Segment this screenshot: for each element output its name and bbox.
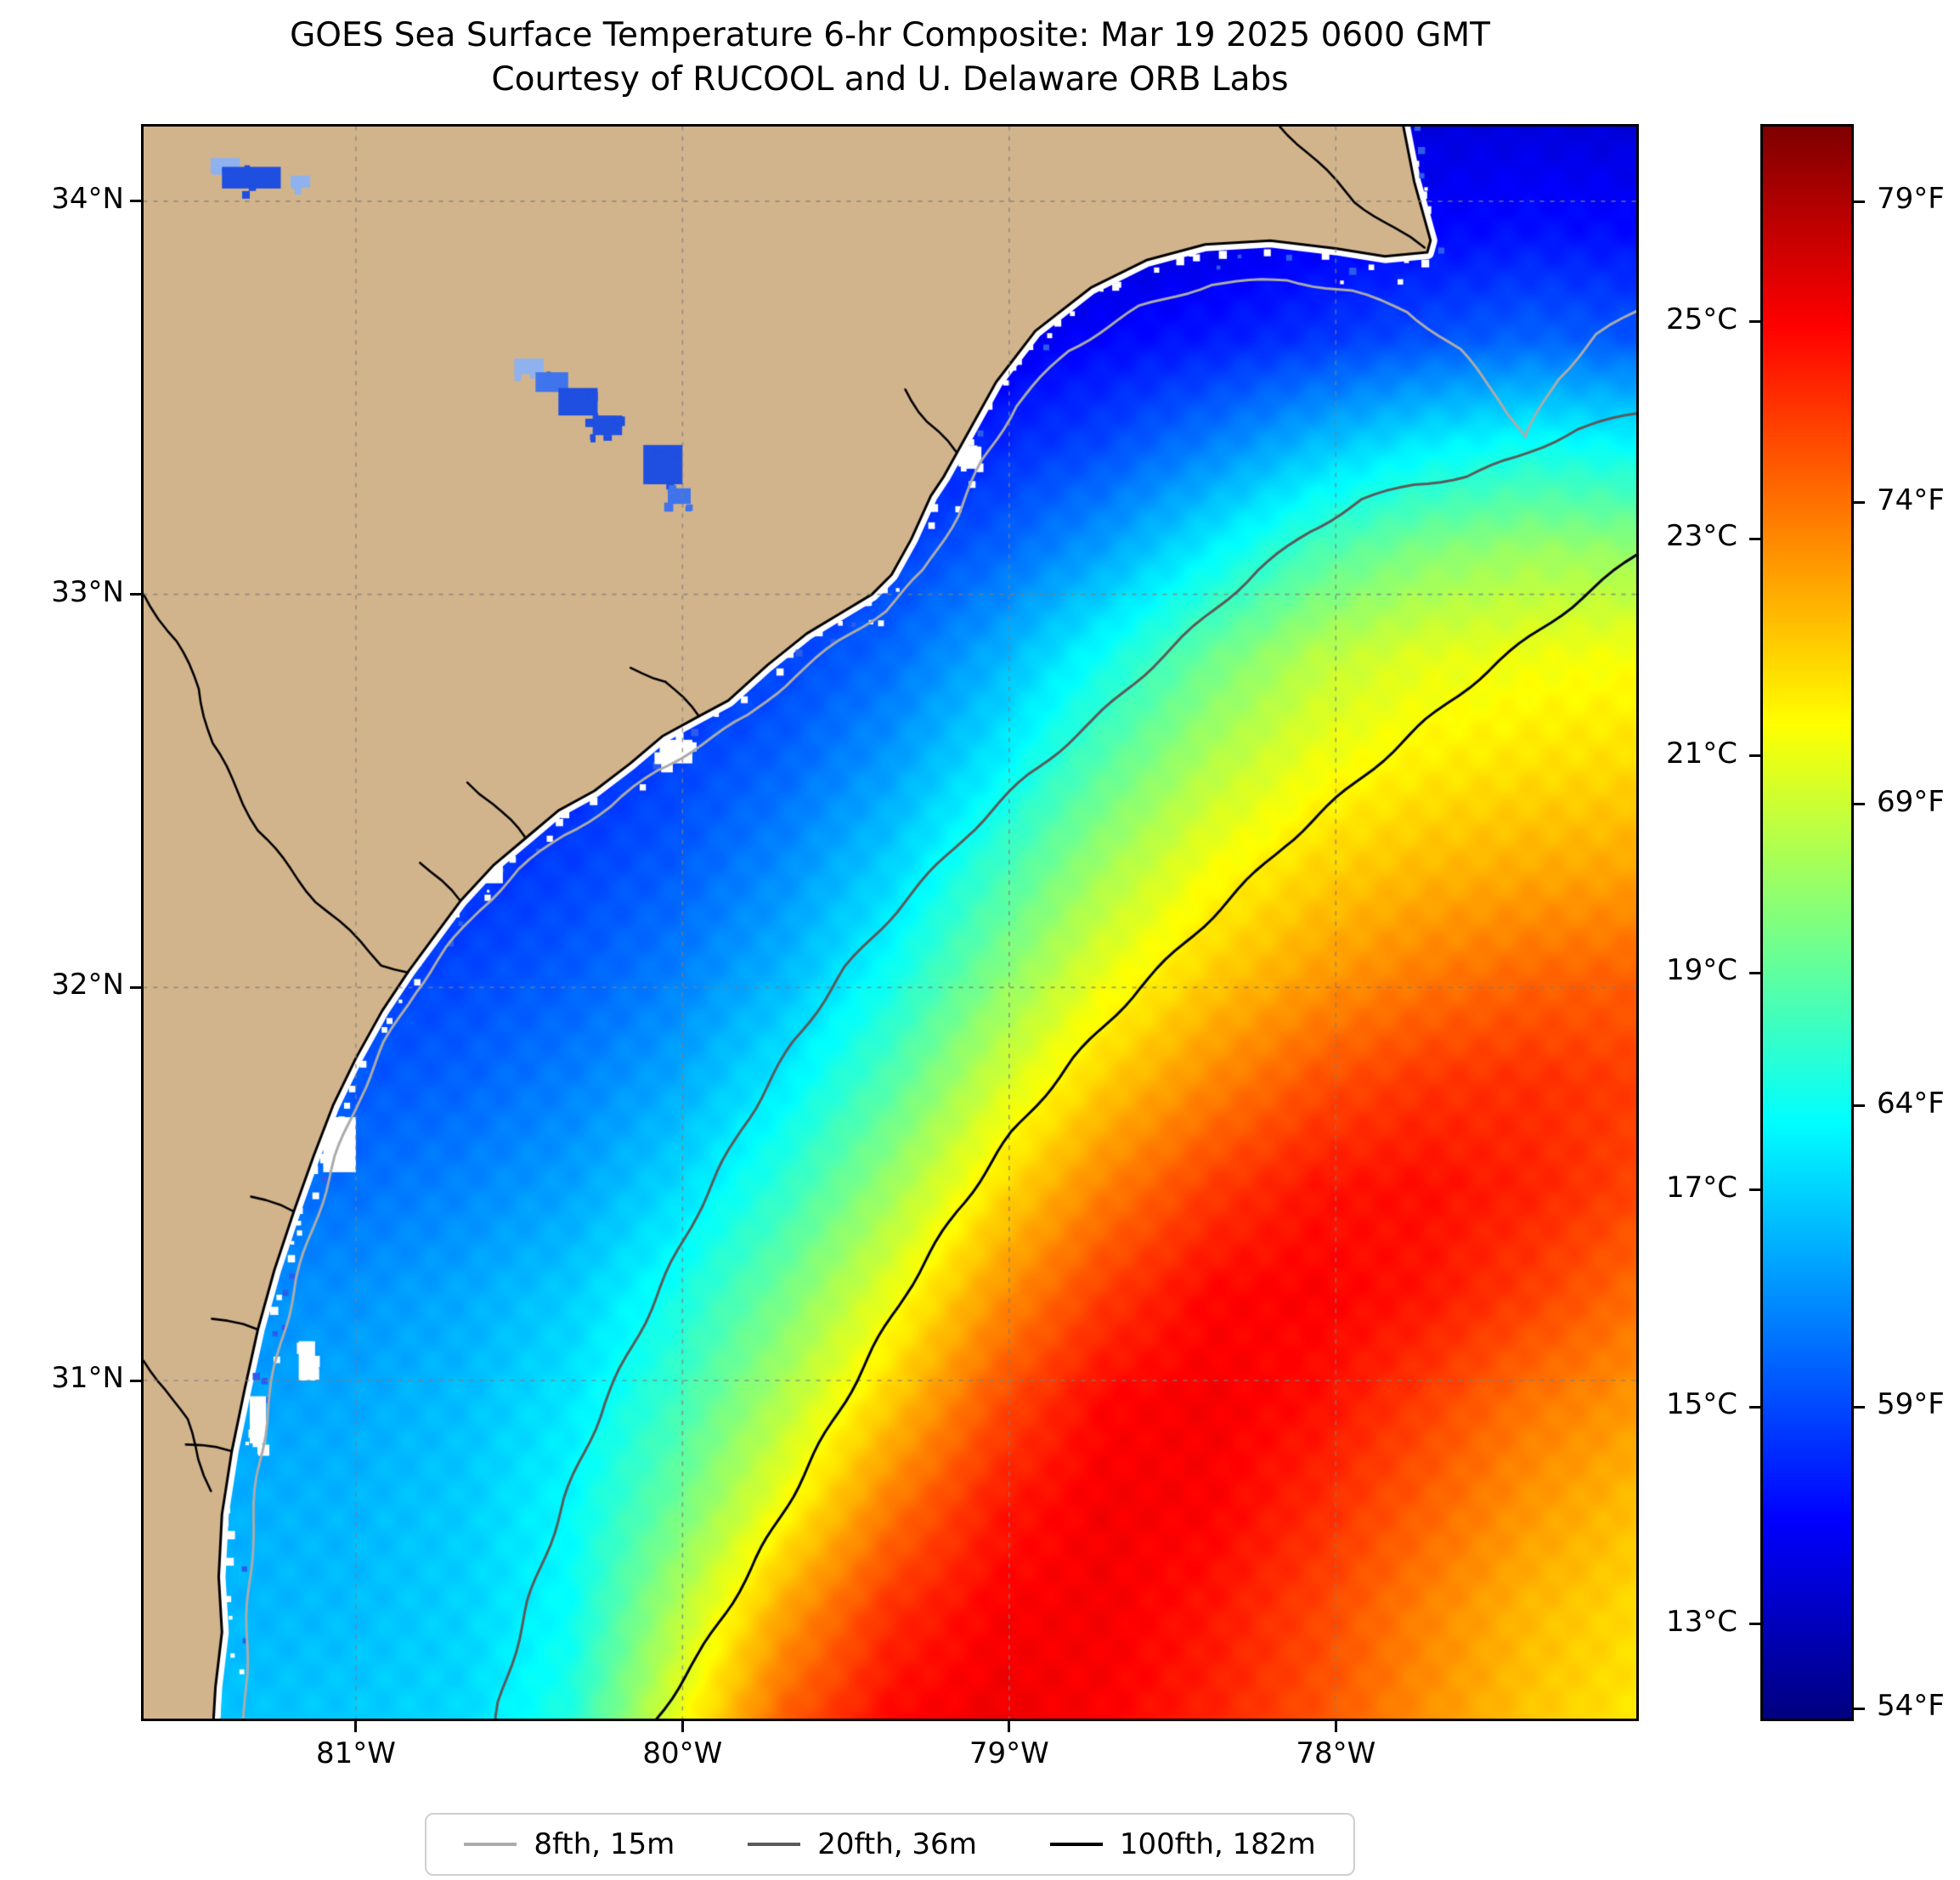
figure-title: GOES Sea Surface Temperature 6-hr Compos… xyxy=(144,14,1636,103)
sst-map-canvas xyxy=(144,127,1636,1719)
colorbar-celsius-tick-label: 23°C xyxy=(1665,519,1737,554)
colorbar-fahrenheit-tick-label: 79°F xyxy=(1877,182,1945,216)
y-tick-mark xyxy=(130,985,141,989)
colorbar-fahrenheit-tick-mark xyxy=(1854,1405,1865,1409)
colorbar-celsius-tick-label: 15°C xyxy=(1665,1387,1737,1422)
colorbar-celsius-tick-label: 25°C xyxy=(1665,302,1737,336)
legend-line-8fth-swatch xyxy=(464,1843,517,1846)
colorbar-celsius-tick-label: 17°C xyxy=(1665,1170,1737,1205)
colorbar-celsius-tick-mark xyxy=(1749,1405,1760,1409)
x-tick-mark xyxy=(1008,1721,1011,1732)
colorbar-celsius-tick-mark xyxy=(1749,971,1760,974)
legend-item-8fth: 8fth, 15m xyxy=(464,1827,675,1861)
colorbar-celsius-tick-label: 19°C xyxy=(1665,953,1737,988)
x-tick-mark xyxy=(354,1721,358,1732)
colorbar-celsius-tick-label: 21°C xyxy=(1665,736,1737,771)
y-tick-mark xyxy=(130,200,141,203)
colorbar-gradient-canvas xyxy=(1763,127,1851,1719)
y-tick-label: 32°N xyxy=(51,968,124,1002)
y-tick-label: 33°N xyxy=(51,574,124,609)
legend-box: 8fth, 15m 20fth, 36m 100fth, 182m xyxy=(425,1813,1355,1876)
colorbar-celsius-tick-label: 13°C xyxy=(1665,1604,1737,1639)
colorbar-fahrenheit-tick-label: 69°F xyxy=(1877,784,1945,819)
map-axes xyxy=(141,124,1639,1721)
x-tick-label: 78°W xyxy=(1296,1736,1376,1770)
legend-label-100fth: 100fth, 182m xyxy=(1119,1827,1316,1861)
colorbar-celsius-tick-mark xyxy=(1749,1188,1760,1192)
colorbar-fahrenheit-tick-mark xyxy=(1854,200,1865,203)
x-tick-label: 79°W xyxy=(969,1736,1049,1770)
colorbar-fahrenheit-tick-label: 54°F xyxy=(1877,1689,1945,1724)
colorbar-fahrenheit-tick-label: 59°F xyxy=(1877,1387,1945,1422)
colorbar-fahrenheit-tick-mark xyxy=(1854,1707,1865,1710)
legend-line-20fth-swatch xyxy=(748,1843,801,1846)
legend-item-100fth: 100fth, 182m xyxy=(1049,1827,1316,1861)
legend-label-8fth: 8fth, 15m xyxy=(534,1827,675,1861)
title-line-2: Courtesy of RUCOOL and U. Delaware ORB L… xyxy=(491,60,1289,99)
x-tick-label: 81°W xyxy=(315,1736,396,1770)
y-tick-mark xyxy=(130,1379,141,1382)
colorbar-fahrenheit-tick-label: 64°F xyxy=(1877,1086,1945,1121)
colorbar-fahrenheit-tick-label: 74°F xyxy=(1877,483,1945,517)
x-tick-mark xyxy=(681,1721,684,1732)
y-tick-label: 34°N xyxy=(51,181,124,216)
colorbar-fahrenheit-tick-mark xyxy=(1854,1104,1865,1108)
colorbar-celsius-tick-mark xyxy=(1749,537,1760,540)
colorbar-celsius-tick-mark xyxy=(1749,754,1760,758)
temperature-colorbar xyxy=(1760,124,1854,1721)
colorbar-fahrenheit-tick-mark xyxy=(1854,803,1865,806)
legend-label-20fth: 20fth, 36m xyxy=(817,1827,977,1861)
colorbar-fahrenheit-tick-mark xyxy=(1854,501,1865,505)
colorbar-celsius-tick-mark xyxy=(1749,1623,1760,1626)
x-tick-mark xyxy=(1334,1721,1337,1732)
legend-line-100fth-swatch xyxy=(1049,1843,1103,1846)
y-tick-mark xyxy=(130,593,141,596)
title-line-1: GOES Sea Surface Temperature 6-hr Compos… xyxy=(290,16,1490,54)
x-tick-label: 80°W xyxy=(642,1736,723,1770)
colorbar-celsius-tick-mark xyxy=(1749,320,1760,324)
legend-item-20fth: 20fth, 36m xyxy=(748,1827,977,1861)
y-tick-label: 31°N xyxy=(51,1361,124,1396)
contour-legend: 8fth, 15m 20fth, 36m 100fth, 182m xyxy=(144,1813,1636,1876)
